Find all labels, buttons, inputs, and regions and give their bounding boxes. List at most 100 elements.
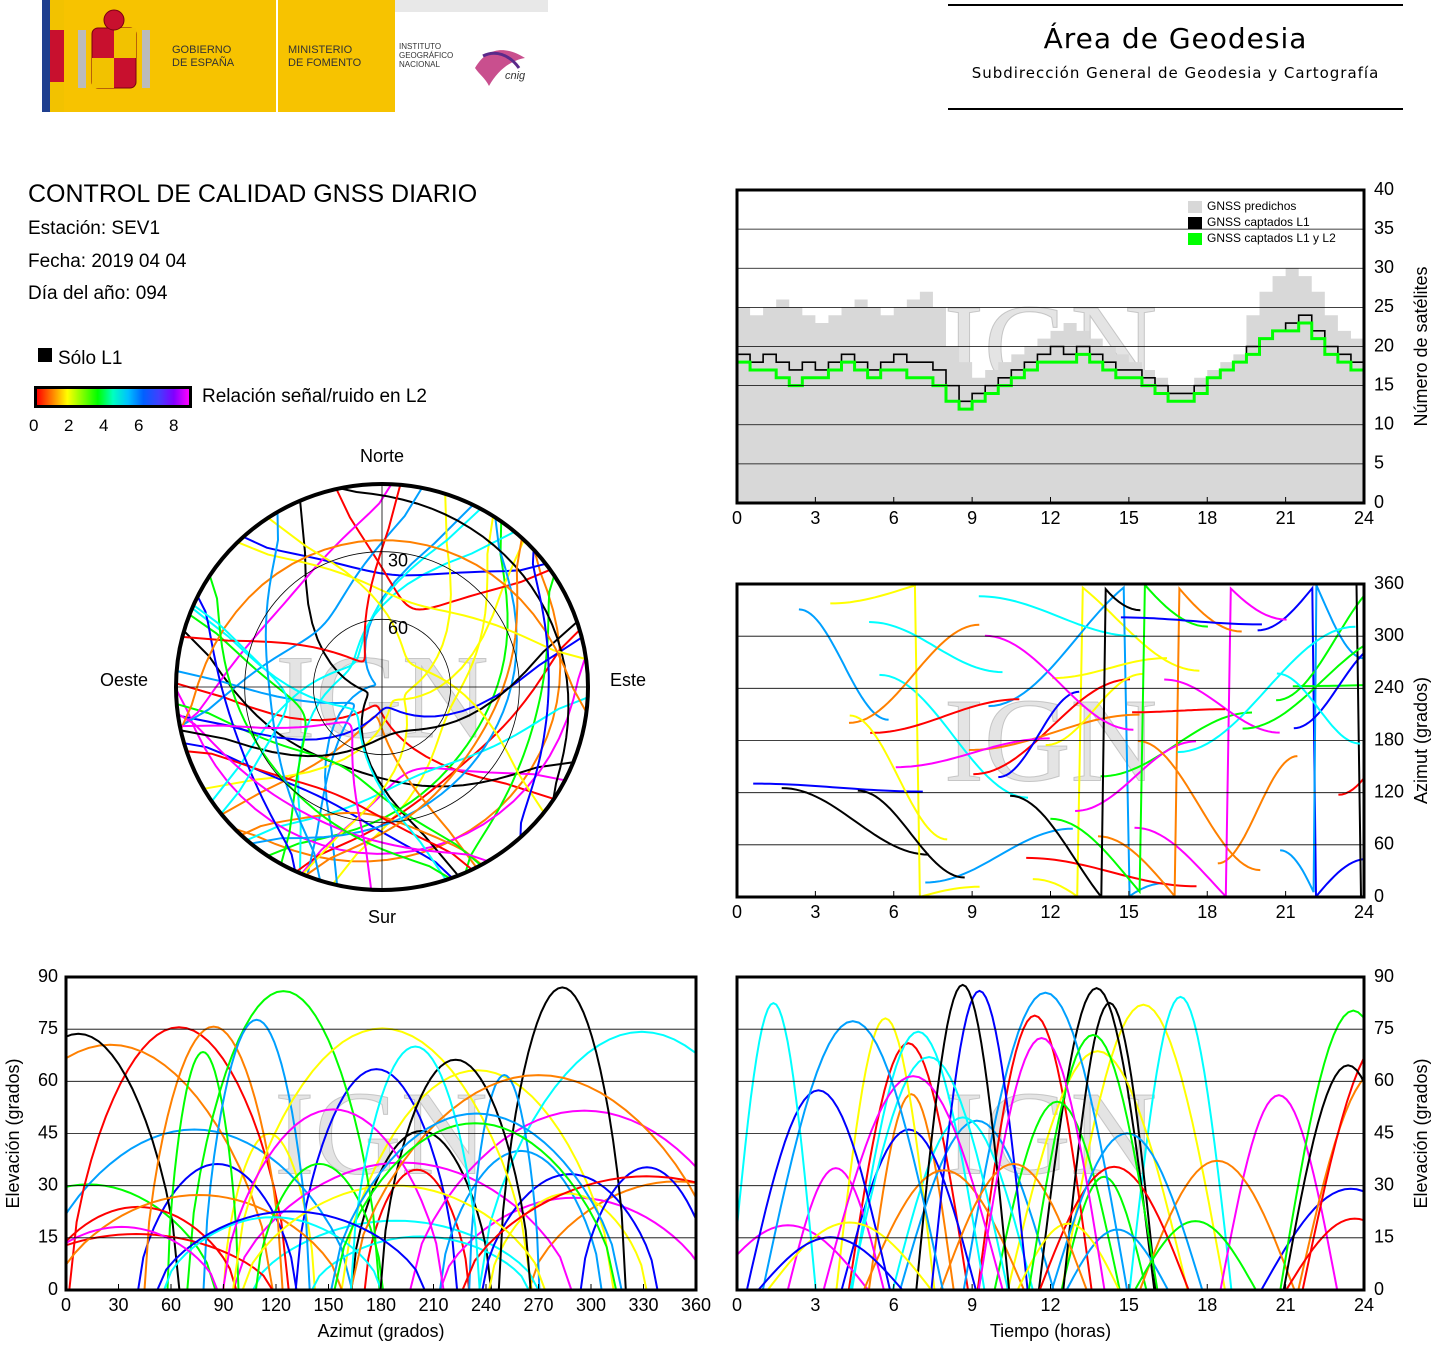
report-title: CONTROL DE CALIDAD GNSS DIARIO	[28, 180, 478, 208]
pass-track	[1032, 585, 1200, 897]
gobierno-text: GOBIERNO DE ESPAÑA	[172, 44, 235, 69]
pass-track	[202, 1018, 311, 1290]
pass-track	[1276, 594, 1364, 702]
legend-label: GNSS predichos	[1207, 199, 1296, 213]
plot-frame	[735, 975, 1366, 1292]
skyplot-content	[176, 484, 588, 890]
pass-track	[137, 1162, 298, 1290]
pass-track	[1242, 644, 1364, 730]
y-tick-label: 120	[1374, 781, 1404, 801]
snr-tick: 6	[134, 416, 144, 435]
x-tick-label: 15	[1119, 902, 1139, 922]
pass-track	[461, 1175, 696, 1290]
pass-track	[304, 537, 523, 877]
x-tick-label: 6	[889, 902, 899, 922]
pass-track	[1338, 776, 1364, 796]
pass-track	[849, 714, 948, 841]
pass-track	[237, 541, 587, 661]
x-tick-label: 0	[732, 508, 742, 528]
station-line: Estación: SEV1	[28, 218, 161, 239]
pass-track	[191, 607, 447, 881]
y-axis-label: Azimut (grados)	[1411, 677, 1431, 804]
x-tick-label: 24	[1354, 902, 1374, 922]
pass-track	[978, 595, 1138, 638]
y-tick-label: 75	[1374, 1018, 1394, 1038]
pass-track	[299, 500, 459, 877]
y-tick-label: 0	[48, 1279, 58, 1299]
direction-label-west: Oeste	[100, 670, 148, 690]
pass-track	[66, 1193, 343, 1290]
pass-track	[984, 634, 1134, 731]
pass-track	[1164, 678, 1280, 734]
pass-track	[1276, 672, 1361, 745]
legend-swatch	[1188, 233, 1202, 245]
pass-track	[478, 1030, 696, 1290]
x-tick-label: 180	[366, 1295, 396, 1315]
pass-track	[333, 1122, 618, 1290]
pass-track	[939, 1162, 1088, 1290]
y-tick-label: 90	[1374, 966, 1394, 986]
plot-content	[753, 584, 1364, 897]
pass-track	[242, 535, 546, 577]
pass-track	[1026, 856, 1197, 888]
pass-track	[761, 1020, 944, 1290]
x-tick-label: 9	[967, 1295, 977, 1315]
x-tick-label: 330	[628, 1295, 658, 1315]
snr-tick: 4	[99, 416, 109, 435]
area-title: Área de Geodesia	[1043, 22, 1308, 55]
pass-track	[848, 623, 980, 724]
pass-track	[1285, 1217, 1364, 1290]
pass-track	[519, 549, 550, 838]
x-tick-label: 24	[1354, 1295, 1374, 1315]
pass-track	[192, 604, 288, 815]
pass-track	[232, 1027, 533, 1290]
pass-track	[870, 698, 1020, 734]
x-axis-label: Tiempo (horas)	[990, 1321, 1111, 1341]
pass-track	[180, 621, 578, 758]
direction-label-south: Sur	[368, 907, 396, 927]
ign-watermark: IGN	[944, 1067, 1157, 1200]
pass-track	[962, 991, 1129, 1290]
pass-track	[203, 539, 525, 790]
pass-track	[1062, 1001, 1157, 1290]
snr-colorbar	[34, 386, 192, 408]
pass-track	[757, 1236, 904, 1290]
snr-colorbar-label: Relación señal/ruido en L2	[202, 386, 427, 407]
pass-track	[579, 1166, 696, 1290]
y-tick-label: 0	[1374, 1279, 1384, 1299]
pass-track	[988, 585, 1165, 897]
pass-track	[1282, 1064, 1364, 1290]
pass-track	[176, 703, 482, 866]
doy-line: Día del año: 094	[28, 283, 168, 304]
y-axis-label: Elevación (grados)	[1411, 1058, 1431, 1208]
x-tick-label: 270	[523, 1295, 553, 1315]
y-tick-label: 10	[1374, 414, 1394, 434]
y-tick-label: 30	[1374, 257, 1394, 277]
pass-track	[179, 487, 423, 728]
area-subtitle: Subdirección General de Geodesia y Carto…	[971, 64, 1380, 82]
pass-track	[930, 989, 1029, 1290]
pass-track	[349, 1045, 481, 1290]
y-tick-label: 60	[1374, 1070, 1394, 1090]
x-tick-label: 3	[810, 902, 820, 922]
x-tick-label: 9	[967, 508, 977, 528]
y-tick-label: 30	[38, 1174, 58, 1194]
y-tick-label: 360	[1374, 573, 1404, 593]
pass-track	[254, 1162, 384, 1290]
pass-track	[1037, 987, 1156, 1290]
pass-track	[977, 1036, 1106, 1290]
pass-track	[849, 1055, 1009, 1290]
pass-track	[835, 1017, 936, 1290]
y-tick-label: 15	[1374, 1227, 1394, 1247]
legend-swatch	[1188, 201, 1202, 213]
ministerio-text: MINISTERIO DE FOMENTO	[288, 44, 362, 69]
pass-track	[1027, 1033, 1159, 1290]
pass-track	[339, 487, 570, 801]
pass-track	[857, 789, 965, 879]
pass-track	[166, 1051, 240, 1290]
x-tick-label: 18	[1197, 902, 1217, 922]
